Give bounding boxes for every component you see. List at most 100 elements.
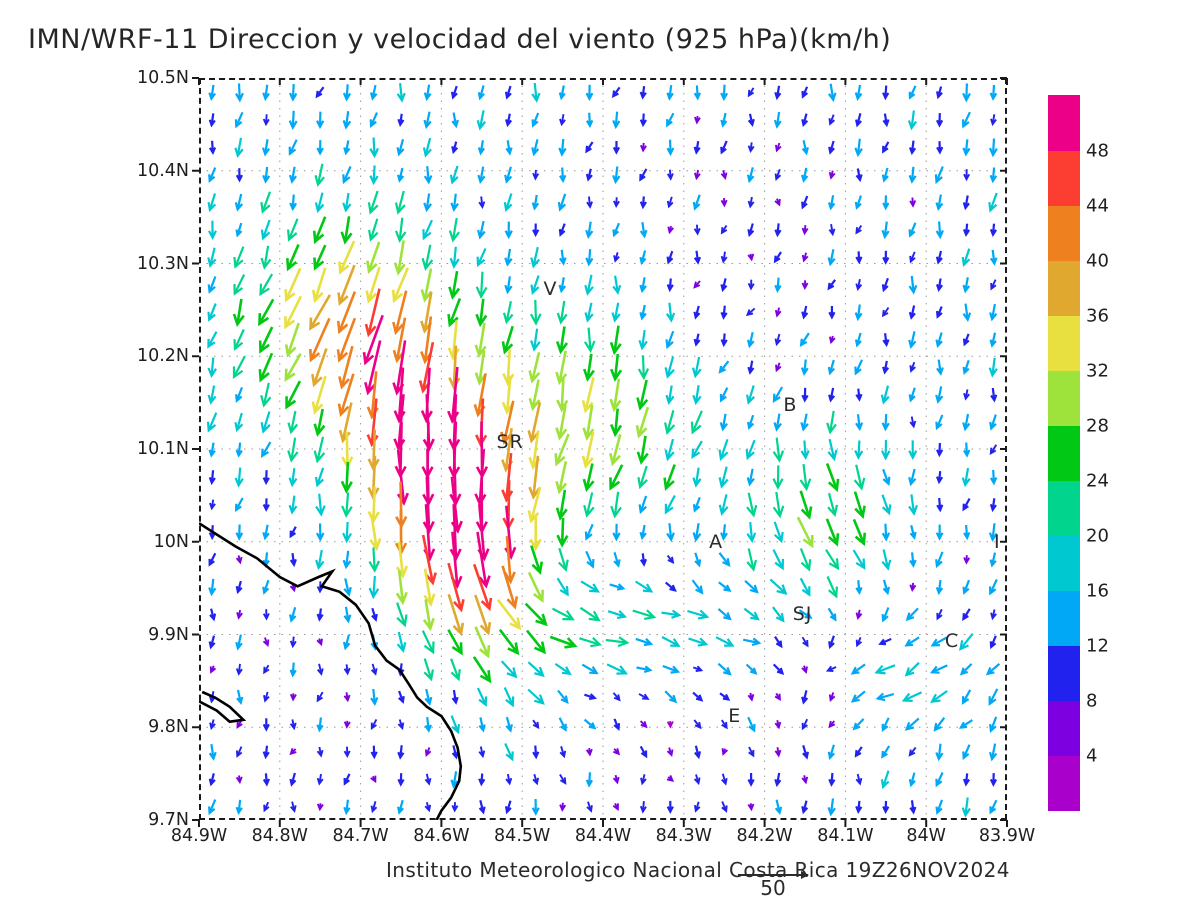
- wind-arrow: [474, 594, 492, 636]
- wind-arrow: [559, 114, 566, 127]
- wind-arrow: [235, 775, 243, 785]
- wind-arrow: [208, 167, 217, 184]
- wind-arrow: [774, 142, 782, 153]
- wind-arrow: [720, 198, 728, 208]
- wind-arrow: [450, 715, 460, 735]
- wind-arrow: [585, 84, 594, 102]
- wind-arrow: [528, 351, 541, 384]
- wind-arrow: [720, 84, 729, 102]
- wind-arrow: [207, 331, 218, 349]
- wind-arrow: [935, 278, 943, 293]
- wind-arrow: [639, 801, 647, 814]
- wind-arrow: [881, 306, 890, 318]
- wind-arrow: [262, 114, 270, 127]
- wind-arrow: [235, 83, 244, 103]
- wind-arrow: [692, 497, 701, 513]
- wind-arrow: [693, 85, 702, 101]
- wind-arrow: [235, 799, 243, 815]
- wind-arrow: [613, 718, 621, 732]
- wind-arrow: [396, 631, 407, 654]
- wind-arrow: [772, 491, 785, 519]
- wind-arrow: [990, 387, 998, 403]
- wind-arrow: [935, 551, 944, 569]
- wind-arrow: [424, 747, 432, 758]
- wind-arrow: [882, 85, 890, 101]
- x-tick-label: 83.9W: [978, 826, 1036, 846]
- wind-arrow: [881, 414, 890, 432]
- wind-arrow: [853, 491, 866, 519]
- wind-arrow: [424, 801, 432, 813]
- wind-arrow: [637, 465, 648, 490]
- wind-arrow: [801, 167, 809, 183]
- wind-arrow: [691, 356, 702, 379]
- wind-arrow: [311, 375, 327, 415]
- wind-arrow: [639, 196, 647, 210]
- wind-arrow: [854, 195, 863, 210]
- wind-arrow: [369, 137, 379, 159]
- city-label-b: B: [783, 394, 798, 417]
- wind-arrow: [747, 196, 755, 209]
- wind-arrow: [207, 247, 217, 268]
- wind-arrow: [720, 140, 728, 155]
- wind-arrow: [692, 194, 701, 211]
- wind-arrow: [262, 524, 270, 541]
- wind-arrow: [527, 661, 545, 678]
- wind-arrow: [825, 665, 837, 672]
- wind-arrow: [259, 273, 274, 297]
- wind-arrow: [799, 332, 810, 347]
- wind-arrow: [289, 606, 297, 623]
- wind-arrow: [666, 196, 674, 209]
- wind-arrow: [555, 489, 568, 521]
- wind-arrow: [448, 270, 461, 300]
- wind-arrow: [528, 379, 541, 412]
- wind-arrow: [988, 743, 998, 762]
- wind-arrow: [693, 305, 701, 320]
- wind-arrow: [687, 609, 710, 620]
- wind-arrow: [315, 549, 325, 571]
- wind-arrow: [693, 141, 701, 155]
- wind-arrow: [801, 800, 809, 815]
- wind-arrow: [720, 170, 728, 180]
- wind-arrow: [774, 168, 782, 182]
- colorbar-tick-label: 36: [1086, 305, 1109, 327]
- wind-arrow: [774, 85, 782, 101]
- wind-arrow: [263, 801, 270, 813]
- wind-arrow: [773, 413, 782, 432]
- wind-arrow: [988, 138, 998, 158]
- wind-arrow: [531, 798, 540, 816]
- wind-arrow: [854, 138, 863, 158]
- wind-arrow: [962, 359, 970, 376]
- wind-arrow: [962, 413, 971, 432]
- wind-arrow: [556, 517, 569, 548]
- wind-arrow: [504, 166, 513, 184]
- wind-arrow: [449, 165, 459, 185]
- wind-arrow: [718, 360, 730, 374]
- wind-arrow: [477, 140, 486, 156]
- wind-arrow: [692, 467, 702, 488]
- wind-arrow: [395, 541, 409, 579]
- wind-arrow: [505, 716, 513, 733]
- wind-arrow: [207, 357, 218, 378]
- wind-arrow: [315, 523, 325, 542]
- wind-arrow: [559, 773, 567, 785]
- wind-arrow: [208, 470, 216, 486]
- city-label-sj: SJ: [792, 603, 813, 626]
- wind-arrow: [825, 518, 840, 547]
- wind-arrow: [747, 87, 755, 98]
- wind-arrow: [478, 196, 486, 209]
- wind-arrow: [585, 249, 594, 267]
- wind-arrow: [235, 524, 244, 541]
- wind-arrow: [936, 306, 943, 319]
- wind-arrow: [609, 434, 622, 467]
- wind-arrow: [639, 745, 648, 759]
- wind-arrow: [208, 84, 216, 101]
- y-tick-label: 10.3N: [136, 253, 189, 274]
- wind-arrow: [854, 304, 863, 322]
- wind-arrow: [632, 609, 657, 620]
- wind-arrow: [855, 609, 863, 621]
- wind-arrow: [719, 387, 729, 403]
- wind-arrow: [314, 192, 325, 214]
- wind-arrow: [585, 772, 594, 788]
- wind-arrow: [772, 437, 785, 463]
- wind-arrow: [450, 658, 461, 682]
